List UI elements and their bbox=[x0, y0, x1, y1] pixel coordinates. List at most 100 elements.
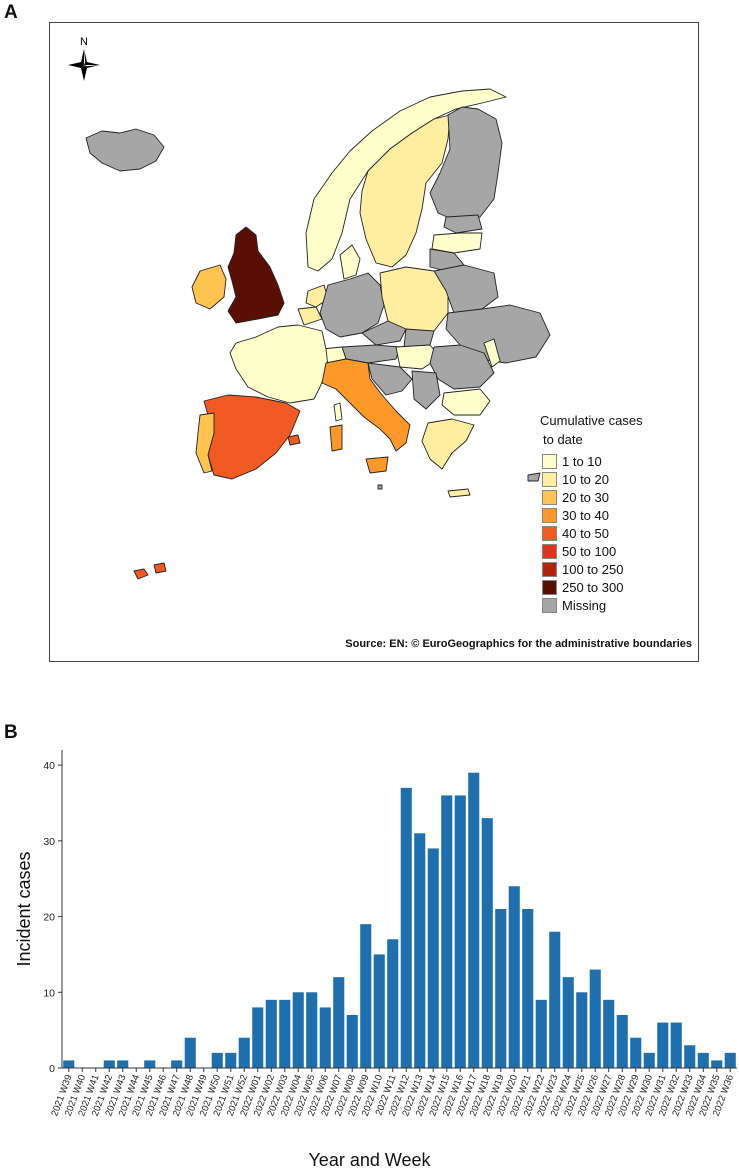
y-axis-ticks: 0 10 20 30 40 bbox=[43, 760, 62, 1075]
legend-label: 40 to 50 bbox=[562, 525, 609, 541]
legend-swatch bbox=[542, 453, 557, 469]
bar-2022-w31 bbox=[657, 1022, 669, 1068]
legend-item-40-to-50: 40 to 50 bbox=[542, 524, 609, 542]
bar-2022-w18 bbox=[481, 818, 493, 1068]
source-note: Source: EN: © EuroGeographics for the ad… bbox=[345, 638, 692, 650]
bar-2022-w25 bbox=[576, 992, 588, 1068]
legend-item-50-to-100: 50 to 100 bbox=[542, 542, 616, 560]
bar-2022-w33 bbox=[684, 1045, 696, 1068]
bar-2022-w16 bbox=[454, 795, 466, 1068]
bar-2021-w42 bbox=[103, 1060, 115, 1068]
map-panel: N bbox=[49, 22, 699, 662]
legend-swatch bbox=[542, 525, 557, 541]
y-tick-label: 20 bbox=[43, 912, 55, 924]
bar-2022-w06 bbox=[319, 1007, 331, 1068]
y-tick-label: 0 bbox=[49, 1063, 55, 1075]
bar-2022-w28 bbox=[616, 1015, 628, 1068]
bar-2021-w45 bbox=[144, 1060, 156, 1068]
country-ukraine bbox=[445, 304, 551, 364]
bar-2022-w09 bbox=[360, 924, 372, 1068]
country-denmark bbox=[339, 244, 361, 280]
country-spain bbox=[203, 394, 301, 480]
legend-label: 10 to 20 bbox=[562, 471, 609, 487]
country-france bbox=[229, 324, 329, 404]
bar-2022-w14 bbox=[427, 848, 439, 1068]
bar-2022-w20 bbox=[508, 886, 520, 1068]
country-moldova bbox=[483, 338, 501, 368]
bar-2022-w02 bbox=[265, 999, 277, 1068]
bar-2022-w21 bbox=[522, 909, 534, 1068]
bar-2021-w50 bbox=[211, 1052, 223, 1068]
country-sardinia bbox=[329, 424, 343, 452]
bar-2022-w17 bbox=[468, 772, 480, 1068]
country-belgium bbox=[297, 306, 323, 326]
country-greece-crete bbox=[447, 488, 471, 498]
legend-swatch bbox=[542, 471, 557, 487]
country-iceland bbox=[85, 128, 165, 172]
country-belarus bbox=[433, 264, 499, 314]
bar-2022-w27 bbox=[603, 999, 615, 1068]
bar-2021-w48 bbox=[184, 1037, 196, 1068]
bar-2022-w05 bbox=[306, 992, 318, 1068]
bar-2021-w43 bbox=[117, 1060, 129, 1068]
y-tick-label: 30 bbox=[43, 836, 55, 848]
bar-2022-w34 bbox=[697, 1052, 709, 1068]
legend-item-250-to-300: 250 to 300 bbox=[542, 578, 623, 596]
country-serbia bbox=[411, 370, 441, 410]
bar-2021-w51 bbox=[225, 1052, 237, 1068]
bar-2022-w03 bbox=[279, 999, 291, 1068]
y-axis-title: Incident cases bbox=[14, 851, 34, 966]
country-norway bbox=[305, 88, 507, 272]
country-bulgaria bbox=[441, 388, 491, 416]
bars bbox=[63, 772, 736, 1068]
bar-2022-w35 bbox=[711, 1060, 723, 1068]
north-label: N bbox=[80, 36, 88, 48]
legend-label: 50 to 100 bbox=[562, 543, 617, 559]
legend-swatch bbox=[542, 597, 557, 613]
bar-2022-w24 bbox=[562, 977, 574, 1068]
bar-2022-w10 bbox=[373, 954, 385, 1068]
legend-label: 250 to 300 bbox=[562, 579, 624, 595]
country-romania bbox=[429, 344, 495, 390]
panel-a-label: A bbox=[4, 2, 18, 23]
legend-item-20-to-30: 20 to 30 bbox=[542, 488, 609, 506]
country-sweden bbox=[359, 114, 451, 268]
legend-item-1-to-10: 1 to 10 bbox=[542, 452, 602, 470]
compass-rose-icon bbox=[68, 49, 100, 81]
bar-2022-w08 bbox=[346, 1015, 358, 1068]
country-croatia bbox=[367, 362, 413, 396]
country-cyprus bbox=[527, 472, 541, 482]
bar-2022-w29 bbox=[630, 1037, 642, 1068]
country-portugal bbox=[195, 412, 215, 474]
bar-2022-w32 bbox=[670, 1022, 682, 1068]
legend-label: 100 to 250 bbox=[562, 561, 624, 577]
country-finland bbox=[429, 106, 503, 222]
country-corsica bbox=[333, 402, 343, 422]
bar-2022-w01 bbox=[252, 1007, 264, 1068]
country-slovakia bbox=[403, 328, 435, 348]
bar-2022-w07 bbox=[333, 977, 345, 1068]
country-poland bbox=[379, 266, 449, 334]
bar-2021-w47 bbox=[171, 1060, 183, 1068]
x-axis-title: Year and Week bbox=[308, 1150, 431, 1170]
legend-label: Missing bbox=[562, 597, 607, 613]
country-sicily bbox=[365, 456, 389, 474]
legend-swatch bbox=[542, 489, 557, 505]
country-czechia bbox=[361, 320, 407, 346]
europe-map: N bbox=[68, 36, 551, 580]
bar-2022-w12 bbox=[400, 787, 412, 1068]
country-netherlands bbox=[305, 284, 329, 308]
country-ireland bbox=[191, 264, 227, 310]
bar-2022-w13 bbox=[414, 833, 426, 1068]
country-estonia bbox=[443, 214, 483, 234]
panel-b-label: B bbox=[4, 722, 18, 743]
bar-2022-w04 bbox=[292, 992, 304, 1068]
y-tick-label: 40 bbox=[43, 760, 55, 772]
bar-2021-w39 bbox=[63, 1060, 75, 1068]
bar-2022-w36 bbox=[724, 1052, 736, 1068]
bar-2022-w26 bbox=[589, 969, 601, 1068]
legend-swatch bbox=[542, 507, 557, 523]
legend-label: 20 to 30 bbox=[562, 489, 609, 505]
